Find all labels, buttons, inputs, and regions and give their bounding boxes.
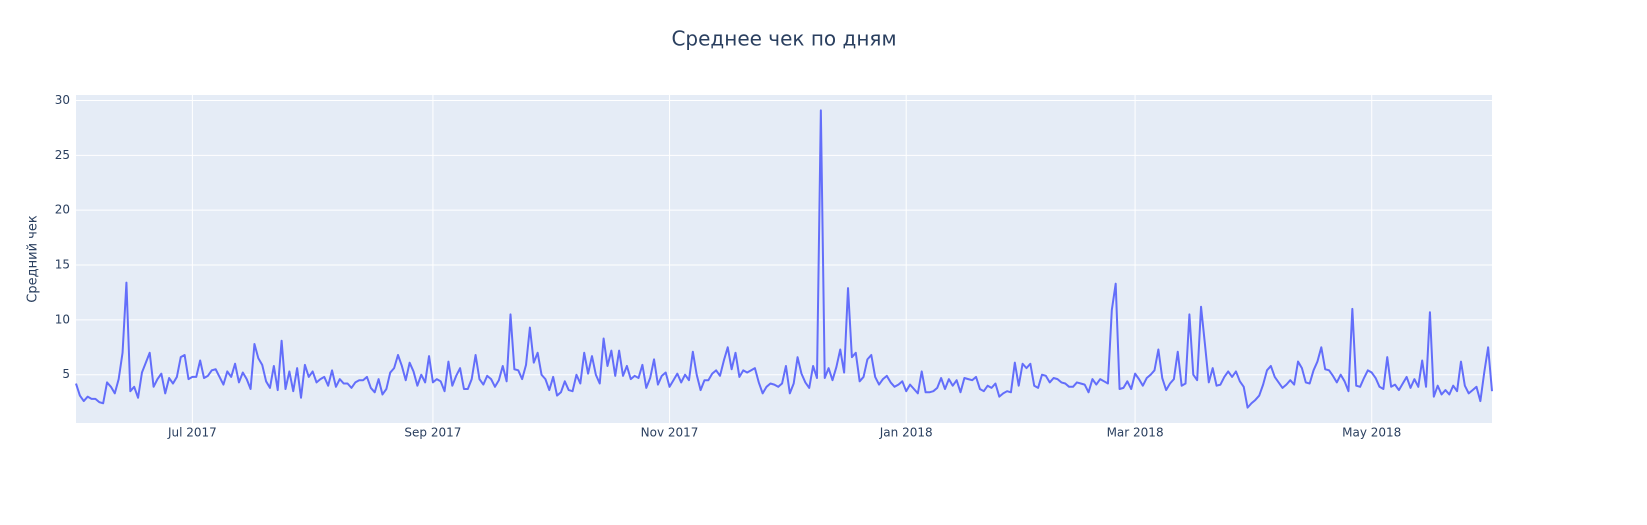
y-axis-label: Средний чек <box>26 215 41 303</box>
y-tick-label: 5 <box>62 367 70 381</box>
x-tick-label: Mar 2018 <box>1107 426 1164 440</box>
y-tick-label: 15 <box>55 258 70 272</box>
data-line <box>75 109 1493 409</box>
y-tick-label: 25 <box>55 148 70 162</box>
x-tick-label: Sep 2017 <box>404 426 461 440</box>
y-tick-label: 20 <box>55 203 70 217</box>
y-tick-label: 30 <box>55 93 70 107</box>
plot-area <box>76 95 1492 423</box>
chart-title: Среднее чек по дням <box>671 27 896 51</box>
x-tick-label: May 2018 <box>1342 426 1401 440</box>
x-tick-label: Nov 2017 <box>641 426 699 440</box>
x-tick-label: Jan 2018 <box>879 426 933 440</box>
y-tick-label: 10 <box>55 312 70 326</box>
x-tick-label: Jul 2017 <box>167 426 217 440</box>
